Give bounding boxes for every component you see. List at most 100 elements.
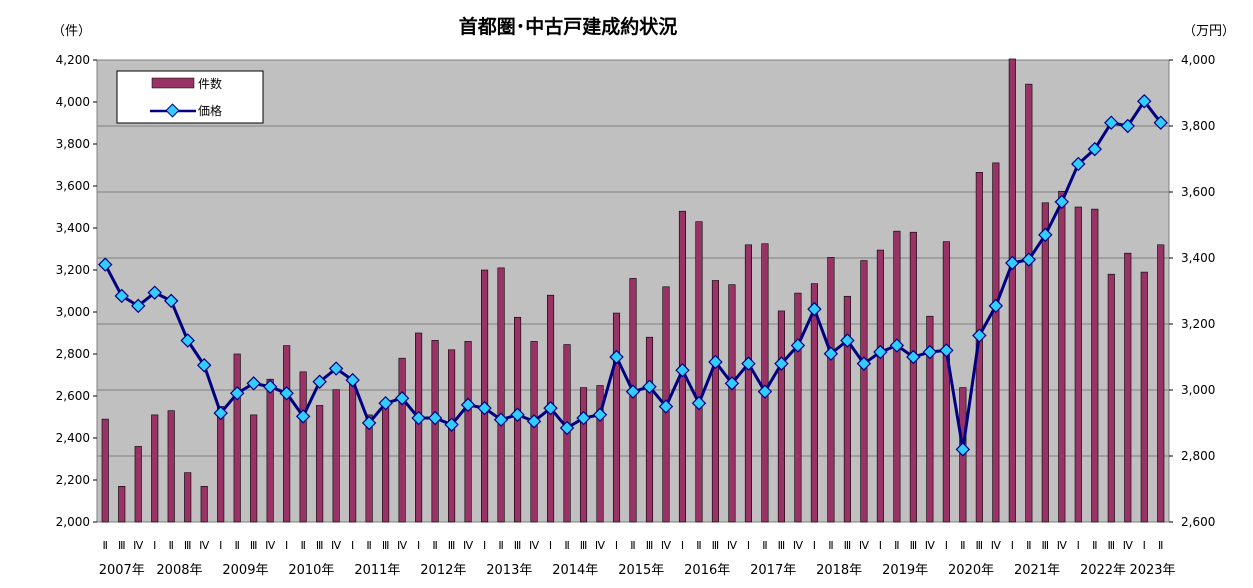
bar (101, 418, 109, 523)
bar (893, 230, 901, 523)
right-tick-label: 3,600 (1181, 185, 1215, 199)
bar (1074, 206, 1082, 523)
bar (431, 340, 439, 523)
bar (134, 446, 142, 523)
bar (1124, 252, 1132, 523)
bar (365, 414, 373, 523)
quarter-label: Ⅰ (615, 539, 618, 552)
price-point (856, 356, 872, 371)
price-point (988, 298, 1004, 314)
quarter-label: Ⅱ (366, 539, 371, 552)
chart-title: 首都圏･中古戸建成約状況 (459, 15, 678, 38)
year-label: 2019年 (882, 563, 928, 578)
quarter-label: Ⅳ (991, 539, 1002, 552)
legend: 件数 価格 (116, 70, 264, 124)
price-point (328, 361, 344, 376)
bar (596, 385, 604, 523)
right-tick-label: 3,400 (1181, 251, 1215, 265)
price-point (460, 397, 476, 413)
quarter-label: Ⅰ (747, 539, 750, 552)
price-point (98, 257, 113, 272)
right-tick-label: 3,800 (1181, 119, 1215, 133)
price-point (361, 415, 377, 431)
price-point (1038, 227, 1053, 243)
bar (629, 278, 637, 523)
bar (481, 269, 489, 523)
bar (744, 244, 752, 523)
legend-line-label: 価格 (198, 103, 222, 118)
left-tick-label: 3,400 (56, 221, 90, 235)
year-label: 2012年 (420, 563, 466, 578)
legend-line-marker (165, 103, 180, 118)
bar (810, 283, 818, 523)
left-tick-label: 2,400 (56, 431, 90, 445)
quarter-label: Ⅲ (316, 539, 324, 552)
price-point (1071, 156, 1086, 172)
quarter-label: Ⅱ (103, 539, 108, 552)
price-point (559, 420, 575, 436)
quarter-label: Ⅲ (976, 539, 984, 552)
price-point (444, 417, 459, 432)
price-point (180, 333, 195, 348)
left-tick-label: 2,000 (56, 515, 90, 529)
quarter-label: Ⅱ (762, 539, 767, 552)
price-point (840, 333, 855, 348)
bar (464, 341, 472, 523)
quarter-label: Ⅱ (1026, 539, 1031, 552)
bar (794, 292, 802, 523)
quarter-label: Ⅳ (661, 539, 672, 552)
price-point (691, 395, 707, 411)
price-point (1153, 115, 1168, 130)
bar (926, 315, 934, 523)
price-point (394, 391, 410, 406)
price-point (246, 376, 261, 391)
legend-bar-swatch (151, 77, 195, 89)
year-label: 2020年 (948, 563, 994, 578)
price-point (1087, 141, 1102, 157)
bar (761, 243, 769, 523)
price-point (1005, 255, 1020, 271)
year-label: 2011年 (354, 563, 400, 578)
price-point (164, 293, 179, 309)
price-point (427, 410, 443, 426)
quarter-label: Ⅲ (1107, 539, 1115, 552)
bar (233, 353, 241, 523)
year-label: 2009年 (222, 563, 268, 578)
quarter-label: Ⅳ (265, 539, 276, 552)
bar (1058, 190, 1066, 523)
left-tick-label: 3,200 (56, 263, 90, 277)
quarter-label: Ⅰ (1011, 539, 1014, 552)
year-label: 2017年 (750, 563, 796, 578)
bar (283, 345, 291, 523)
price-point (114, 288, 129, 304)
price-point (642, 379, 657, 394)
price-point (658, 399, 674, 414)
price-point (576, 410, 591, 426)
bar (1041, 202, 1049, 523)
price-point (873, 344, 888, 360)
price-point (906, 349, 921, 365)
bar (612, 312, 621, 523)
bar (415, 332, 423, 523)
quarter-label: Ⅱ (1158, 539, 1163, 552)
price-point (510, 407, 525, 422)
price-point (922, 344, 938, 360)
quarter-label: Ⅳ (199, 539, 210, 552)
left-tick-label: 4,200 (56, 53, 90, 67)
left-axis-ticks: 2,000 2,200 2,400 2,600 2,800 3,000 3,200 3,400… (56, 53, 97, 529)
quarter-label: Ⅱ (960, 539, 965, 552)
quarter-label: Ⅲ (184, 539, 192, 552)
bar (1140, 271, 1148, 523)
quarter-label: Ⅳ (859, 539, 870, 552)
price-point (1021, 252, 1037, 267)
bar (711, 280, 720, 523)
right-tick-label: 3,200 (1181, 317, 1215, 331)
quarter-label: Ⅲ (910, 539, 918, 552)
quarter-label: Ⅰ (417, 539, 420, 552)
quarter-label: Ⅱ (828, 539, 833, 552)
bar (728, 284, 736, 523)
bar (843, 295, 851, 523)
bar (184, 472, 192, 523)
price-point (213, 405, 228, 421)
